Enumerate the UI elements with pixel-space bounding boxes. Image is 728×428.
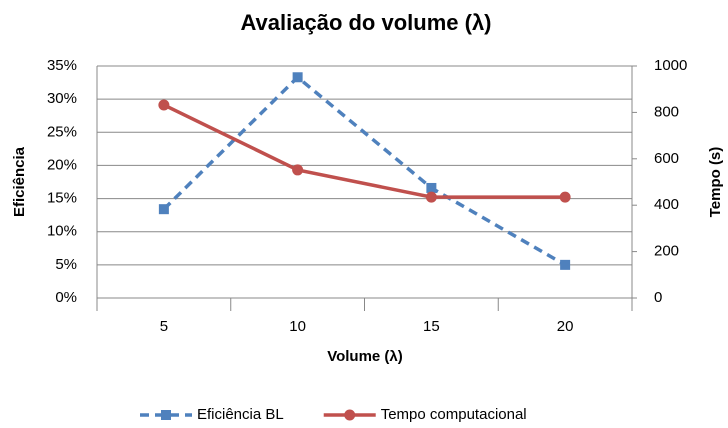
x-axis-title: Volume (λ) [327, 348, 403, 365]
y2-axis-title: Tempo (s) [707, 147, 724, 218]
chart-title: Avaliação do volume (λ) [240, 10, 491, 35]
y-tick-label: 15% [47, 190, 77, 207]
y-tick-label: 20% [47, 156, 77, 173]
x-tick-label: 20 [557, 318, 574, 335]
legend-label: Eficiência BL [197, 406, 284, 423]
y-axis-title: Eficiência [11, 146, 28, 217]
y-tick-label: 0% [55, 289, 77, 306]
marker [426, 182, 437, 193]
series-line [163, 103, 566, 199]
y2-tick-label: 800 [654, 103, 679, 120]
x-tick-label: 15 [423, 318, 440, 335]
y-tick-label: 30% [47, 90, 77, 107]
marker [292, 72, 303, 83]
series-line [162, 74, 566, 267]
y2-tick-label: 600 [654, 150, 679, 167]
y2-tick-label: 400 [654, 196, 679, 213]
marker [158, 99, 170, 111]
y-tick-label: 5% [55, 256, 77, 273]
marker [292, 164, 304, 176]
x-tick-label: 10 [289, 318, 306, 335]
marker [158, 204, 169, 215]
legend-marker [344, 409, 356, 421]
legend-label: Tempo computacional [381, 406, 527, 423]
legend-marker [161, 410, 171, 420]
y-tick-label: 25% [47, 123, 77, 140]
x-tick-label: 5 [160, 318, 168, 335]
y2-tick-label: 200 [654, 243, 679, 260]
y-tick-label: 10% [47, 223, 77, 240]
y2-tick-label: 1000 [654, 57, 687, 74]
marker [560, 259, 571, 270]
y2-tick-label: 0 [654, 289, 662, 306]
y-tick-label: 35% [47, 57, 77, 74]
marker [559, 191, 571, 203]
marker [425, 191, 437, 203]
